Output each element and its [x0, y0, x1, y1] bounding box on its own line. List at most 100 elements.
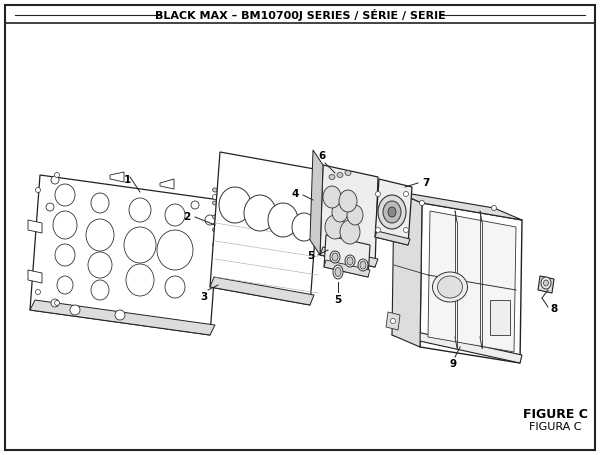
Ellipse shape — [205, 215, 215, 225]
Ellipse shape — [491, 206, 497, 211]
Ellipse shape — [339, 190, 357, 212]
Ellipse shape — [345, 255, 355, 267]
Ellipse shape — [337, 172, 343, 177]
Polygon shape — [428, 211, 516, 352]
Ellipse shape — [212, 228, 217, 232]
Ellipse shape — [376, 228, 380, 233]
Polygon shape — [320, 165, 378, 267]
Ellipse shape — [219, 187, 251, 223]
Ellipse shape — [541, 277, 551, 289]
Ellipse shape — [70, 305, 80, 315]
Ellipse shape — [115, 310, 125, 320]
Ellipse shape — [212, 258, 217, 262]
Ellipse shape — [383, 201, 401, 223]
Ellipse shape — [35, 289, 41, 294]
Ellipse shape — [433, 272, 467, 302]
Ellipse shape — [388, 207, 396, 217]
Ellipse shape — [378, 195, 406, 229]
Ellipse shape — [325, 215, 345, 239]
Ellipse shape — [268, 203, 298, 237]
Polygon shape — [28, 220, 42, 233]
Ellipse shape — [391, 318, 395, 324]
Ellipse shape — [53, 211, 77, 239]
Ellipse shape — [91, 193, 109, 213]
Polygon shape — [30, 300, 215, 335]
Ellipse shape — [55, 300, 59, 305]
Polygon shape — [386, 312, 400, 330]
Text: FIGURA C: FIGURA C — [529, 422, 581, 432]
Ellipse shape — [165, 276, 185, 298]
Text: 4: 4 — [292, 189, 299, 199]
Polygon shape — [392, 327, 522, 363]
Polygon shape — [110, 172, 124, 182]
Polygon shape — [375, 179, 412, 245]
Text: 5: 5 — [334, 295, 341, 305]
Polygon shape — [324, 235, 370, 277]
Ellipse shape — [544, 280, 548, 286]
Ellipse shape — [126, 264, 154, 296]
Ellipse shape — [51, 176, 59, 184]
Polygon shape — [310, 150, 323, 255]
Text: 6: 6 — [319, 151, 326, 161]
Ellipse shape — [129, 198, 151, 222]
Polygon shape — [320, 247, 378, 267]
Ellipse shape — [347, 257, 353, 265]
Ellipse shape — [165, 204, 185, 226]
Polygon shape — [30, 175, 220, 335]
Polygon shape — [210, 277, 314, 305]
Text: BLACK MAX – BM10700J SERIES / SÉRIE / SERIE: BLACK MAX – BM10700J SERIES / SÉRIE / SE… — [155, 9, 445, 21]
Ellipse shape — [86, 219, 114, 251]
Ellipse shape — [88, 252, 112, 278]
Text: 5: 5 — [307, 251, 314, 261]
Polygon shape — [394, 191, 522, 220]
Text: 1: 1 — [124, 175, 131, 185]
Ellipse shape — [376, 192, 380, 197]
Ellipse shape — [335, 268, 341, 277]
Text: 9: 9 — [449, 359, 457, 369]
Ellipse shape — [345, 171, 351, 176]
Bar — [490, 300, 510, 335]
Ellipse shape — [437, 276, 463, 298]
Polygon shape — [386, 210, 400, 228]
Ellipse shape — [292, 213, 316, 241]
Ellipse shape — [212, 201, 217, 205]
Text: 3: 3 — [200, 292, 208, 302]
Text: FIGURE C: FIGURE C — [523, 409, 587, 421]
Ellipse shape — [212, 243, 217, 247]
Ellipse shape — [392, 188, 397, 193]
Ellipse shape — [35, 187, 41, 192]
Polygon shape — [392, 191, 422, 347]
Polygon shape — [160, 179, 174, 189]
Ellipse shape — [55, 172, 59, 177]
Text: 8: 8 — [550, 304, 557, 314]
Ellipse shape — [157, 230, 193, 270]
Ellipse shape — [55, 244, 75, 266]
Ellipse shape — [124, 227, 156, 263]
Ellipse shape — [46, 203, 54, 211]
Ellipse shape — [323, 186, 341, 208]
Ellipse shape — [329, 175, 335, 180]
Ellipse shape — [91, 280, 109, 300]
Ellipse shape — [332, 202, 348, 222]
Ellipse shape — [358, 259, 368, 271]
Ellipse shape — [360, 261, 366, 269]
Polygon shape — [375, 231, 410, 245]
Ellipse shape — [191, 201, 199, 209]
Ellipse shape — [404, 192, 409, 197]
Polygon shape — [324, 260, 370, 277]
FancyBboxPatch shape — [5, 5, 595, 450]
Ellipse shape — [55, 184, 75, 206]
Ellipse shape — [244, 195, 276, 231]
Ellipse shape — [57, 276, 73, 294]
Ellipse shape — [391, 217, 395, 222]
Polygon shape — [420, 203, 522, 363]
Polygon shape — [538, 276, 554, 293]
Ellipse shape — [51, 299, 59, 307]
Polygon shape — [210, 152, 320, 305]
Text: 2: 2 — [183, 212, 190, 222]
Ellipse shape — [340, 220, 360, 244]
Ellipse shape — [212, 215, 217, 219]
Ellipse shape — [347, 205, 363, 225]
Ellipse shape — [332, 253, 338, 261]
Ellipse shape — [212, 188, 217, 192]
